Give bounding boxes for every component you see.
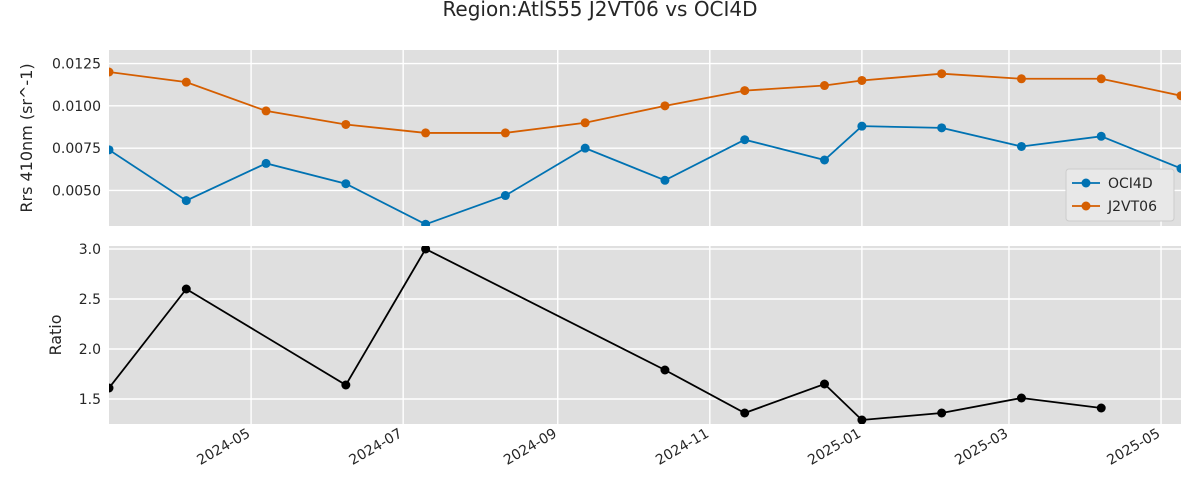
legend-swatch-marker [1081,178,1091,188]
data-point [819,155,829,165]
data-point [857,121,867,131]
y-tick-label: 1.5 [79,392,101,408]
y-tick-label: 3.0 [79,242,101,258]
data-point [109,67,114,77]
data-point [341,119,351,129]
top-series-layer [109,67,1181,226]
data-point [1016,393,1026,403]
chart-title: Region:AtlS55 J2VT06 vs OCI4D [442,0,757,21]
x-tick-label: 2025-05 [1104,426,1163,469]
y-tick-label: 0.0075 [52,141,101,157]
y-tick-label: 0.0125 [52,57,101,73]
legend-label: J2VT06 [1107,199,1157,215]
x-tick-label: 2025-03 [952,426,1011,469]
data-point [109,383,114,393]
data-point [261,106,271,116]
data-point [740,135,750,145]
x-tick-label: 2024-09 [501,426,560,469]
legend-swatch-marker [1081,201,1091,211]
data-point [341,179,351,189]
series-oci4d [109,121,1181,226]
data-point [181,196,191,206]
legend-items: OCI4D J2VT06 [1072,176,1157,215]
data-point [109,145,114,155]
data-point [937,123,947,133]
data-point [1016,74,1026,84]
data-point [341,380,351,390]
top-y-axis-label: Rrs 410nm (sr^-1) [17,63,36,212]
data-point [1176,91,1181,101]
data-point [580,143,590,153]
series-ratio [109,246,1106,424]
bottom-y-tick-labels: 1.5 2.0 2.5 3.0 [79,242,101,408]
bottom-panel: 1.5 2.0 2.5 3.0 Ratio 2024-05 2024-07 2024-09… [46,242,1181,469]
y-tick-label: 0.0050 [52,183,101,199]
top-plot-area [109,50,1181,226]
series-j2vt06 [109,67,1181,138]
data-point [819,81,829,91]
top-y-tick-labels: 0.0050 0.0075 0.0100 0.0125 [52,57,101,200]
x-tick-label: 2024-07 [347,426,406,469]
data-point [1176,163,1181,173]
bottom-series-layer [109,246,1106,424]
data-point [857,415,867,424]
data-point [1096,131,1106,141]
data-point [500,191,510,201]
data-point [1096,403,1106,413]
bottom-y-axis-label: Ratio [46,314,65,355]
x-tick-label: 2025-01 [805,426,864,469]
data-point [261,158,271,168]
data-point [660,365,670,375]
data-point [740,86,750,96]
data-point [660,175,670,185]
data-point [500,128,510,138]
data-point [181,77,191,87]
legend-label: OCI4D [1108,176,1153,192]
data-point [421,246,431,254]
data-point [421,128,431,138]
data-point [937,408,947,418]
data-point [857,75,867,85]
x-tick-labels: 2024-05 2024-07 2024-09 2024-11 2025-01 2025-… [194,426,1163,469]
y-tick-label: 0.0100 [52,99,101,115]
data-point [181,284,191,294]
data-point [580,118,590,128]
x-tick-label: 2024-11 [653,426,712,469]
legend-box [1065,168,1175,222]
bottom-plot-area [109,246,1181,424]
data-point [1096,74,1106,84]
data-point [421,219,431,226]
y-tick-label: 2.0 [79,342,101,358]
x-tick-label: 2024-05 [194,426,253,469]
data-point [1016,141,1026,151]
data-point [660,101,670,111]
y-tick-label: 2.5 [79,292,101,308]
legend: OCI4D J2VT06 [1065,168,1175,222]
data-point [937,69,947,79]
top-panel: 0.0050 0.0075 0.0100 0.0125 Rrs 410nm (sr^-… [17,50,1181,226]
data-point [819,379,829,389]
data-point [740,408,750,418]
